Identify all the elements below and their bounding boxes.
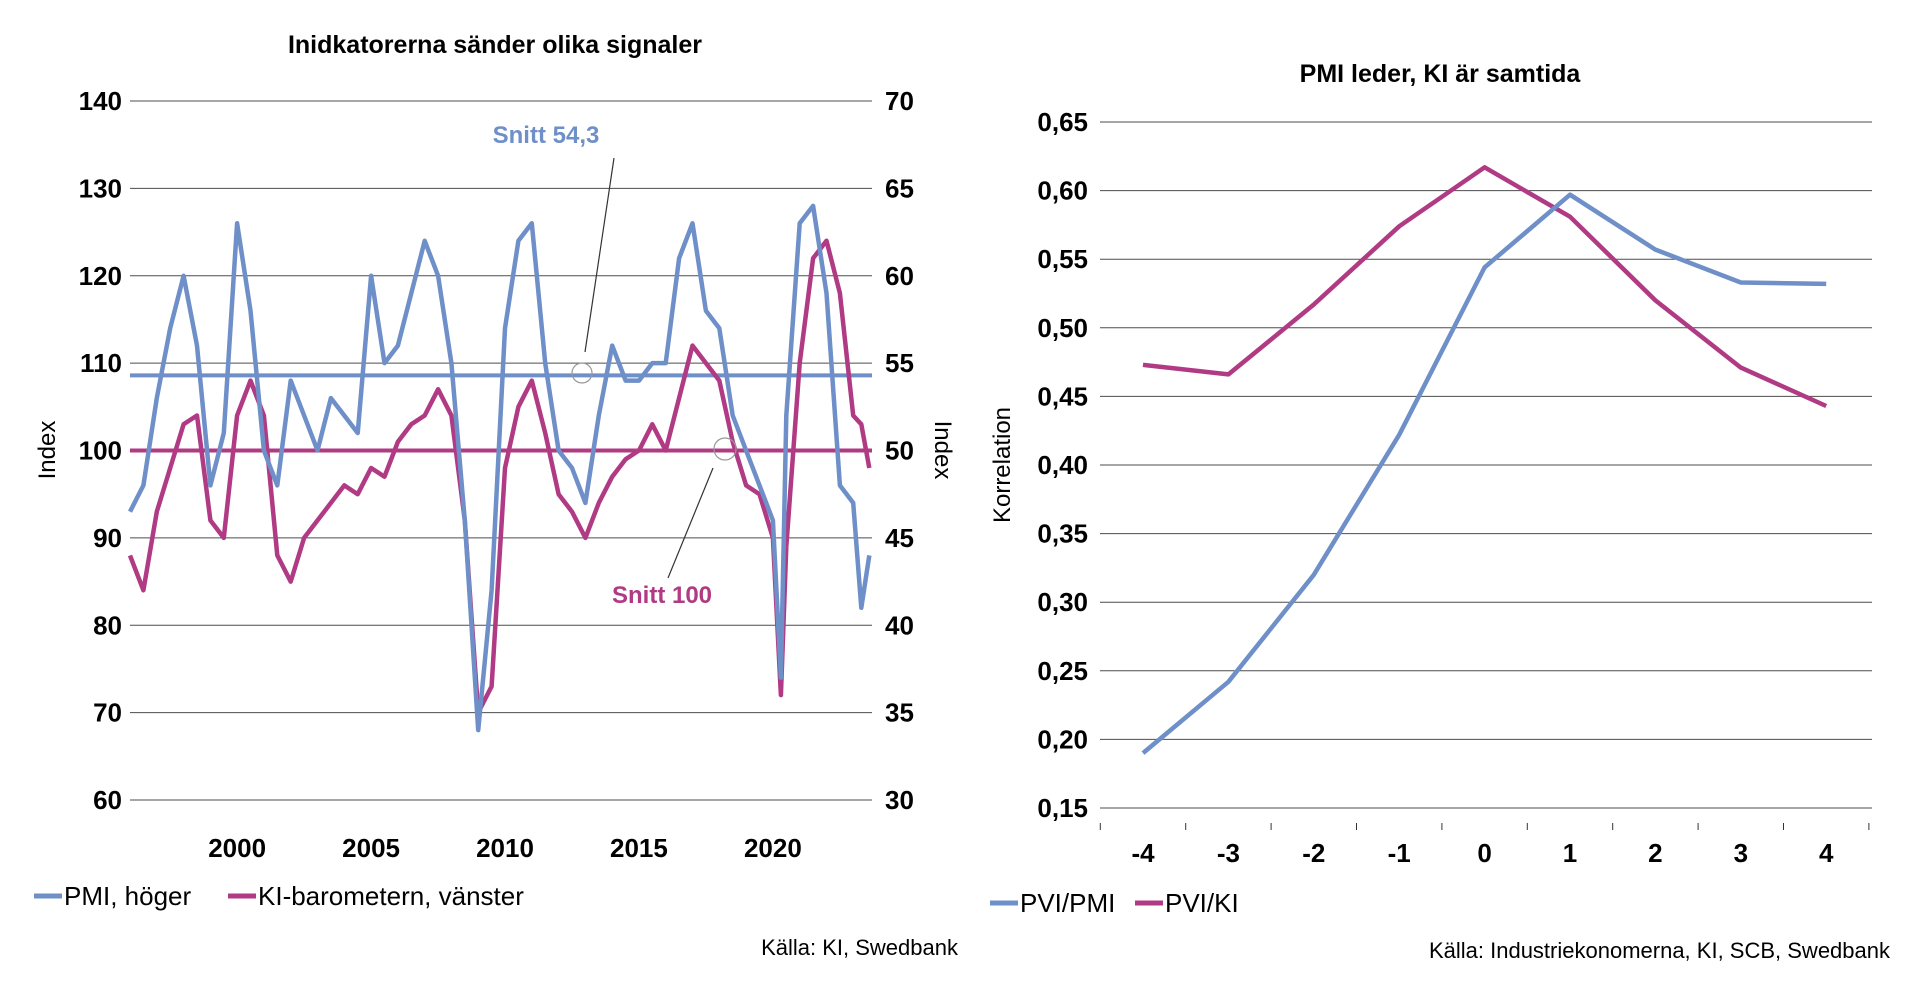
y-tick-label: 0,20 xyxy=(1037,724,1088,754)
annotation-snitt-54: Snitt 54,3 xyxy=(493,122,615,384)
y-left-tick-label: 120 xyxy=(79,261,122,291)
y-right-tick-label: 30 xyxy=(885,785,914,815)
legend-label-pmi: PMI, höger xyxy=(64,881,192,911)
y-left-tick-label: 130 xyxy=(79,173,122,203)
chart-right-source: Källa: Industriekonomerna, KI, SCB, Swed… xyxy=(1429,938,1891,963)
y-tick-label: 0,25 xyxy=(1037,656,1088,686)
x-tick-label: 4 xyxy=(1819,838,1834,868)
y-right-tick-label: 40 xyxy=(885,610,914,640)
chart-right-gridlines xyxy=(1100,121,1872,809)
y-left-tick-label: 80 xyxy=(93,610,122,640)
y-right-tick-label: 70 xyxy=(885,86,914,116)
annotation-snitt-100: Snitt 100 xyxy=(612,437,737,609)
x-tick-label: 2010 xyxy=(476,833,534,863)
y-left-tick-label: 70 xyxy=(93,698,122,728)
x-tick-label: -1 xyxy=(1388,838,1411,868)
x-tick-label: 2 xyxy=(1648,838,1662,868)
chart-left-y-left-ticks: 60 70 80 90 100 110 120 130 140 xyxy=(79,86,122,815)
annotation-snitt-100-label: Snitt 100 xyxy=(612,582,712,609)
chart-right-legend: PVI/PMI PVI/KI xyxy=(990,888,1239,918)
y-right-tick-label: 65 xyxy=(885,173,914,203)
x-tick-label: 2015 xyxy=(610,833,668,863)
x-tick-label: 2005 xyxy=(342,833,400,863)
chart-left-y-right-ticks: 30 35 40 45 50 55 60 65 70 xyxy=(885,86,914,815)
series-line-pvi-pmi xyxy=(1141,192,1827,755)
annotation-snitt-100-marker xyxy=(713,437,737,461)
legend-label-pvi-pmi: PVI/PMI xyxy=(1020,888,1115,918)
series-line-pvi-ki xyxy=(1142,165,1828,409)
x-tick-label: 0 xyxy=(1477,838,1491,868)
y-tick-label: 0,15 xyxy=(1037,793,1088,823)
chart-left-series xyxy=(127,203,872,733)
x-tick-label: -4 xyxy=(1131,838,1155,868)
chart-left-y-left-label: Index xyxy=(34,421,61,480)
y-tick-label: 0,60 xyxy=(1037,176,1088,206)
annotation-snitt-100-leader xyxy=(667,467,714,579)
chart-left-source: Källa: KI, Swedbank xyxy=(761,935,959,960)
annotation-snitt-54-leader xyxy=(584,157,615,353)
chart-right-y-ticks: 0,15 0,20 0,25 0,30 0,35 0,40 0,45 0,50 0,55 0,60… xyxy=(1037,107,1088,823)
y-tick-label: 0,35 xyxy=(1037,519,1088,549)
series-line-pmi-h-ger xyxy=(127,203,872,733)
chart-left: Inidkatorerna sänder olika signaler 60 70… xyxy=(34,31,959,960)
y-tick-label: 0,55 xyxy=(1037,244,1088,274)
chart-left-y-right-label: Index xyxy=(929,421,956,480)
chart-left-x-ticks: 2000 2005 2010 2015 2020 xyxy=(208,833,802,863)
y-right-tick-label: 60 xyxy=(885,261,914,291)
y-left-tick-label: 90 xyxy=(93,523,122,553)
y-right-tick-label: 50 xyxy=(885,436,914,466)
chart-right-x-ticks: -4 -3 -2 -1 0 1 2 3 4 xyxy=(1099,823,1870,868)
x-tick-label: 2020 xyxy=(744,833,802,863)
y-right-tick-label: 55 xyxy=(885,348,914,378)
y-tick-label: 0,30 xyxy=(1037,587,1088,617)
y-tick-label: 0,50 xyxy=(1037,313,1088,343)
annotation-snitt-54-label: Snitt 54,3 xyxy=(493,122,600,149)
y-tick-label: 0,40 xyxy=(1037,450,1088,480)
x-tick-label: 2000 xyxy=(208,833,266,863)
y-tick-label: 0,65 xyxy=(1037,107,1088,137)
y-left-tick-label: 140 xyxy=(79,86,122,116)
legend-label-pvi-ki: PVI/KI xyxy=(1165,888,1239,918)
x-tick-label: 3 xyxy=(1734,838,1748,868)
chart-left-title: Inidkatorerna sänder olika signaler xyxy=(288,31,702,59)
chart-right-series xyxy=(1141,165,1828,755)
y-left-tick-label: 100 xyxy=(79,436,122,466)
chart-right-y-label: Korrelation xyxy=(989,407,1016,523)
y-right-tick-label: 45 xyxy=(885,523,914,553)
y-tick-label: 0,45 xyxy=(1037,381,1088,411)
annotation-snitt-54-marker xyxy=(571,362,593,384)
chart-left-legend: PMI, höger KI-barometern, vänster xyxy=(34,881,524,911)
chart-right: PMI leder, KI är samtida 0,15 0,20 0,25 0,3… xyxy=(989,60,1891,963)
y-left-tick-label: 60 xyxy=(93,785,122,815)
y-left-tick-label: 110 xyxy=(80,348,122,378)
x-tick-label: -2 xyxy=(1302,838,1325,868)
legend-label-ki: KI-barometern, vänster xyxy=(258,881,524,911)
x-tick-label: -3 xyxy=(1217,838,1240,868)
x-tick-label: 1 xyxy=(1563,838,1577,868)
chart-right-title: PMI leder, KI är samtida xyxy=(1300,60,1582,88)
y-right-tick-label: 35 xyxy=(885,698,914,728)
